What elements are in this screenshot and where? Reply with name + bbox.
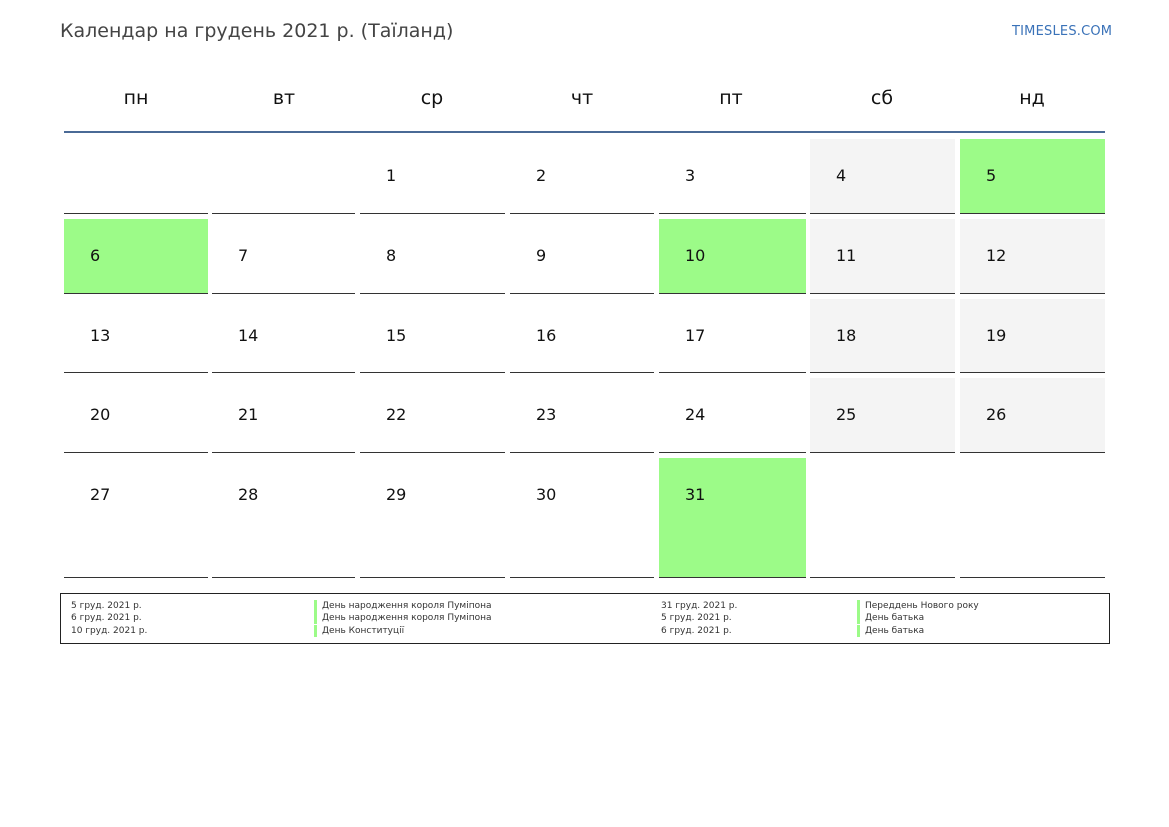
day-number: 2 — [536, 166, 547, 185]
day-cell: 9 — [510, 219, 654, 294]
day-cell: 16 — [510, 299, 654, 373]
day-cell: 21 — [212, 378, 355, 453]
day-number: 12 — [986, 246, 1007, 265]
legend-date: 31 груд. 2021 р. — [661, 601, 738, 611]
day-cell: 30 — [510, 458, 654, 578]
day-number: 13 — [90, 326, 111, 345]
legend-holiday-name: День батька — [857, 625, 924, 637]
day-number: 9 — [536, 246, 547, 265]
day-number: 5 — [986, 166, 997, 185]
legend-date: 5 груд. 2021 р. — [71, 601, 142, 611]
legend-holiday-name: День народження короля Пуміпона — [314, 600, 492, 612]
day-cell: 26 — [960, 378, 1105, 453]
day-number: 23 — [536, 405, 557, 424]
legend-date: 6 груд. 2021 р. — [661, 626, 732, 636]
day-number: 17 — [685, 326, 706, 345]
day-cell: 12 — [960, 219, 1105, 294]
day-cell: 31 — [659, 458, 806, 578]
day-cell: 5 — [960, 139, 1105, 214]
day-number: 22 — [386, 405, 407, 424]
day-number: 21 — [238, 405, 259, 424]
day-cell: 19 — [960, 299, 1105, 373]
weekday-sun: нд — [1019, 87, 1045, 109]
day-cell: 27 — [64, 458, 208, 578]
day-cell: 24 — [659, 378, 806, 453]
legend-date: 5 груд. 2021 р. — [661, 613, 732, 623]
day-cell: 29 — [360, 458, 505, 578]
day-number: 24 — [685, 405, 706, 424]
day-number: 4 — [836, 166, 847, 185]
empty-day-cell — [810, 458, 955, 578]
day-number: 27 — [90, 485, 111, 504]
day-number: 14 — [238, 326, 259, 345]
weekday-sat: сб — [870, 87, 894, 109]
day-number: 31 — [685, 485, 706, 504]
day-number: 10 — [685, 246, 706, 265]
weekday-thu: чт — [570, 87, 594, 109]
day-number: 16 — [536, 326, 557, 345]
day-number: 8 — [386, 246, 397, 265]
day-cell: 3 — [659, 139, 806, 214]
day-number: 29 — [386, 485, 407, 504]
day-cell: 15 — [360, 299, 505, 373]
legend-holiday-name: День народження короля Пуміпона — [314, 612, 492, 624]
day-number: 28 — [238, 485, 259, 504]
day-number: 7 — [238, 246, 249, 265]
legend-holiday-name: День Конституції — [314, 625, 404, 637]
header-divider — [64, 131, 1105, 133]
day-cell: 6 — [64, 219, 208, 294]
weekday-fri: пт — [719, 87, 743, 109]
weekday-mon: пн — [123, 87, 149, 109]
day-number: 25 — [836, 405, 857, 424]
holiday-legend: 5 груд. 2021 р. 6 груд. 2021 р. 10 груд.… — [60, 593, 1110, 644]
day-cell: 17 — [659, 299, 806, 373]
site-link[interactable]: TIMESLES.COM — [1012, 24, 1113, 39]
page-title: Календар на грудень 2021 р. (Таїланд) — [60, 20, 454, 42]
day-number: 15 — [386, 326, 407, 345]
day-cell: 22 — [360, 378, 505, 453]
legend-date: 10 груд. 2021 р. — [71, 626, 148, 636]
day-number: 26 — [986, 405, 1007, 424]
day-number: 3 — [685, 166, 696, 185]
day-cell: 23 — [510, 378, 654, 453]
day-cell: 25 — [810, 378, 955, 453]
day-number: 11 — [836, 246, 857, 265]
empty-day-cell — [212, 139, 355, 214]
legend-date: 6 груд. 2021 р. — [71, 613, 142, 623]
day-cell: 20 — [64, 378, 208, 453]
weekday-wed: ср — [420, 87, 444, 109]
day-cell: 11 — [810, 219, 955, 294]
legend-holiday-name: День батька — [857, 612, 924, 624]
day-number: 19 — [986, 326, 1007, 345]
day-number: 1 — [386, 166, 397, 185]
day-cell: 2 — [510, 139, 654, 214]
empty-day-cell — [64, 139, 208, 214]
day-cell: 28 — [212, 458, 355, 578]
day-cell: 7 — [212, 219, 355, 294]
legend-holiday-name: Переддень Нового року — [857, 600, 979, 612]
day-cell: 1 — [360, 139, 505, 214]
empty-day-cell — [960, 458, 1105, 578]
day-cell: 8 — [360, 219, 505, 294]
day-cell: 4 — [810, 139, 955, 214]
day-number: 18 — [836, 326, 857, 345]
day-number: 20 — [90, 405, 111, 424]
day-cell: 13 — [64, 299, 208, 373]
day-number: 6 — [90, 246, 101, 265]
weekday-tue: вт — [272, 87, 296, 109]
day-cell: 10 — [659, 219, 806, 294]
day-cell: 14 — [212, 299, 355, 373]
day-cell: 18 — [810, 299, 955, 373]
day-number: 30 — [536, 485, 557, 504]
